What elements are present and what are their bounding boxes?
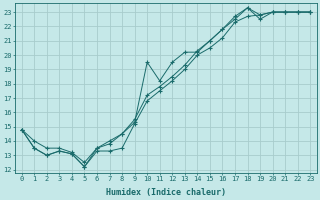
X-axis label: Humidex (Indice chaleur): Humidex (Indice chaleur)	[106, 188, 226, 197]
